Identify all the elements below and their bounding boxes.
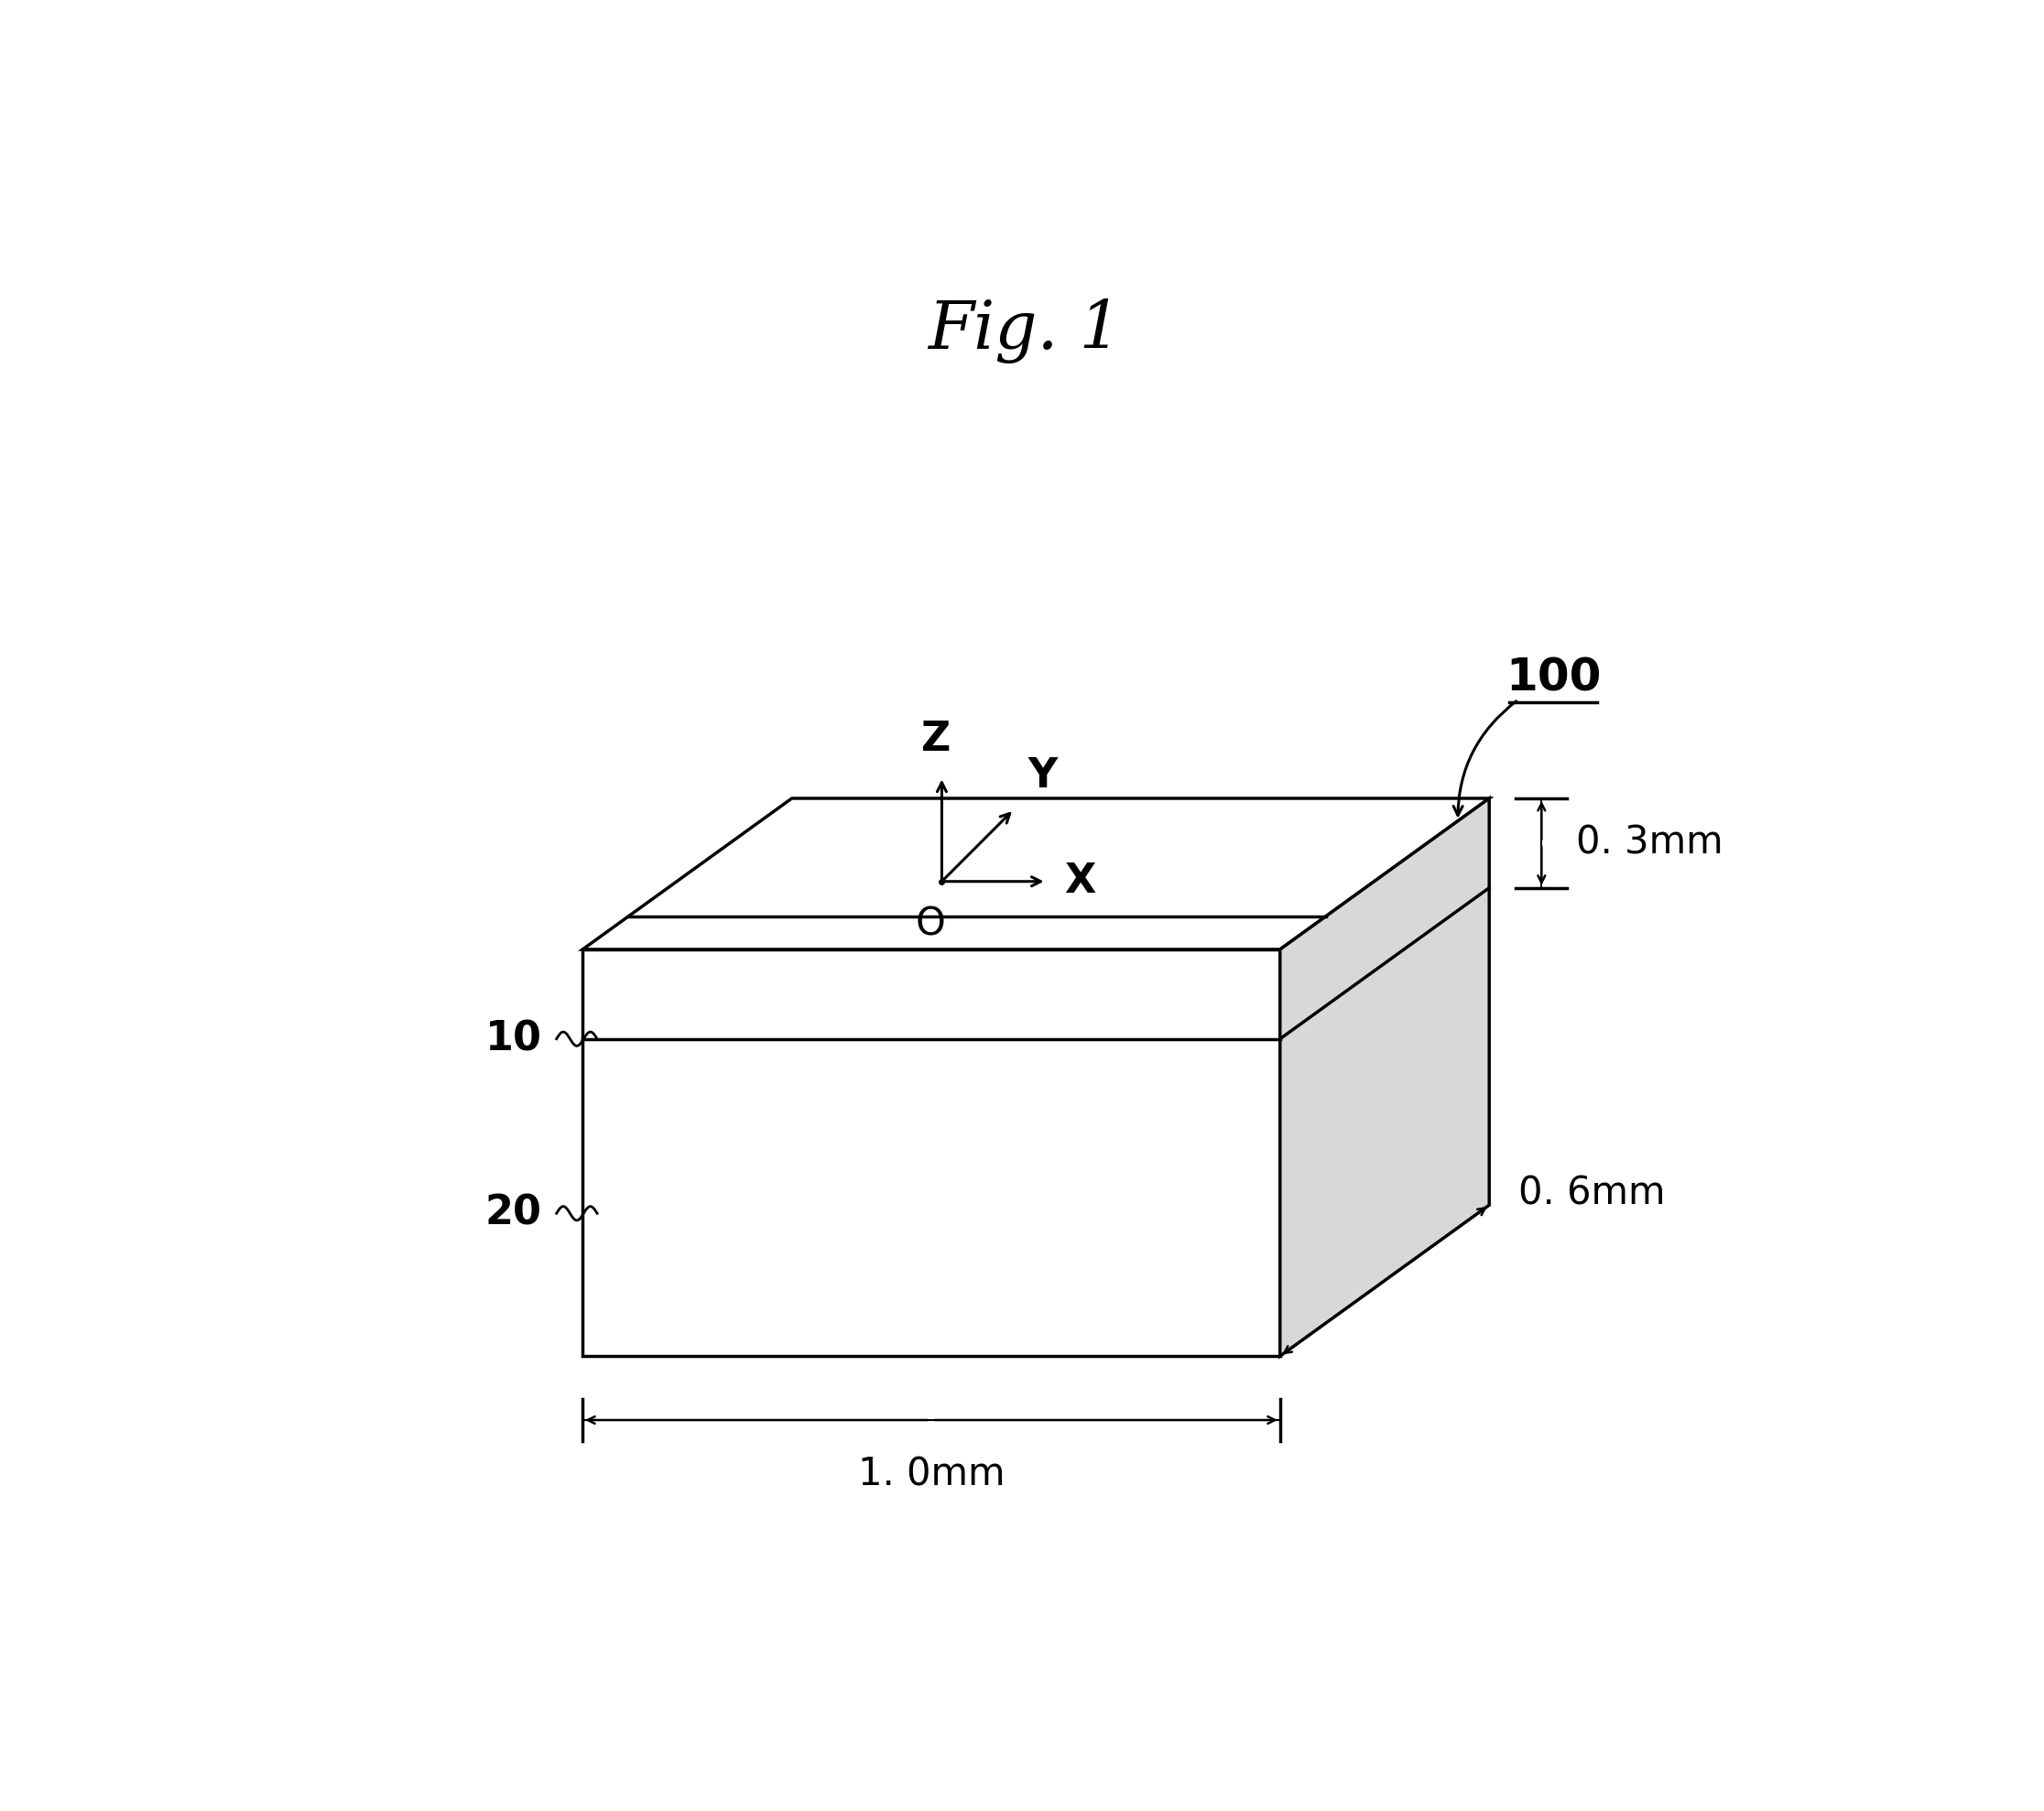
Text: 20: 20: [484, 1193, 542, 1233]
Polygon shape: [1280, 799, 1490, 1356]
Text: 0. 3mm: 0. 3mm: [1576, 824, 1723, 862]
Text: Y: Y: [1028, 755, 1057, 795]
Polygon shape: [583, 949, 1280, 1356]
Text: Z: Z: [922, 721, 950, 759]
Polygon shape: [583, 799, 1490, 949]
Text: Fig. 1: Fig. 1: [928, 299, 1122, 364]
Text: 0. 6mm: 0. 6mm: [1519, 1174, 1666, 1213]
Text: 10: 10: [484, 1020, 542, 1059]
Text: 1. 0mm: 1. 0mm: [858, 1454, 1006, 1494]
Text: 100: 100: [1504, 656, 1600, 699]
Text: X: X: [1063, 862, 1096, 902]
Text: O: O: [916, 906, 944, 944]
